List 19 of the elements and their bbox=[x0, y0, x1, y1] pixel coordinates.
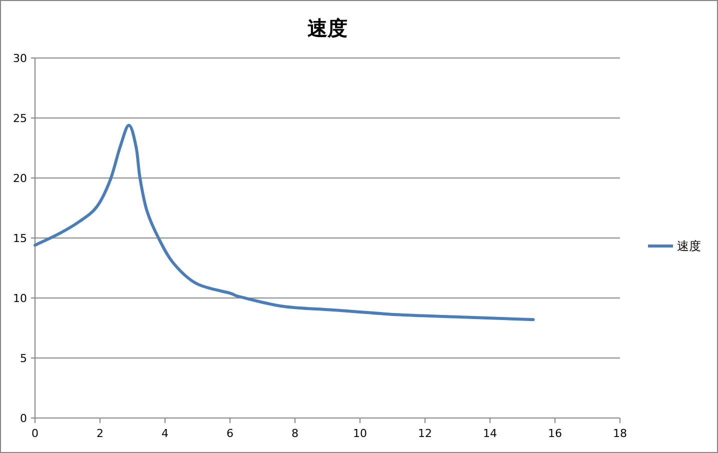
x-tick-label: 12 bbox=[418, 427, 432, 440]
y-tick-label: 25 bbox=[13, 112, 27, 125]
x-tick-label: 2 bbox=[96, 427, 104, 440]
x-tick-label: 6 bbox=[226, 427, 234, 440]
legend-label: 速度 bbox=[677, 239, 701, 253]
x-tick-label: 16 bbox=[548, 427, 562, 440]
x-tick-label: 10 bbox=[353, 427, 367, 440]
y-tick-label: 10 bbox=[13, 292, 27, 305]
x-tick-label: 18 bbox=[613, 427, 627, 440]
x-tick-label: 14 bbox=[483, 427, 497, 440]
y-tick-label: 15 bbox=[13, 232, 27, 245]
y-tick-label: 0 bbox=[20, 412, 27, 425]
y-tick-label: 5 bbox=[20, 352, 27, 365]
x-tick-label: 4 bbox=[162, 427, 168, 440]
y-tick-label: 20 bbox=[13, 172, 27, 185]
chart-title: 速度 bbox=[308, 16, 348, 40]
x-tick-label: 8 bbox=[292, 427, 298, 440]
y-tick-label: 30 bbox=[13, 52, 27, 65]
x-tick-label: 0 bbox=[32, 427, 38, 440]
